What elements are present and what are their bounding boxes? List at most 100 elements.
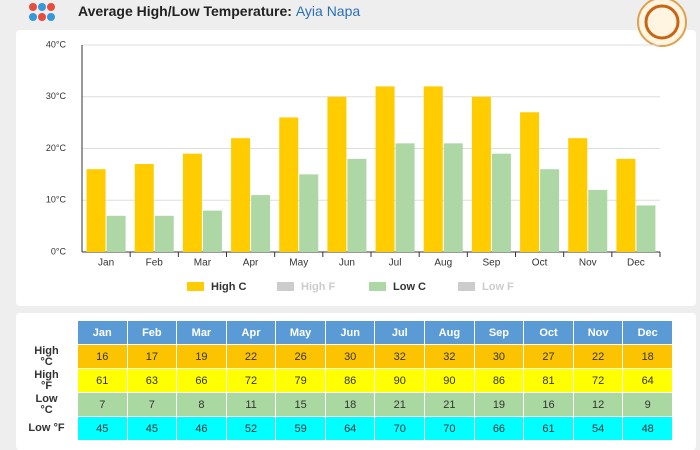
table-cell: 64 — [325, 417, 375, 440]
bar — [231, 138, 251, 252]
bar — [106, 215, 126, 252]
table-cell: 72 — [573, 369, 623, 392]
x-tick-label: Jun — [339, 258, 355, 269]
table-cell: 30 — [325, 345, 375, 368]
chart-title: Average High/Low Temperature: Ayia Napa — [78, 3, 360, 19]
x-tick-label: Jan — [98, 258, 114, 269]
y-tick-label: 30°C — [46, 91, 67, 101]
table-grid: Jan Feb Mar Apr May Jun Jul Aug Sep Oct Nov Dec High… — [16, 321, 672, 440]
bar — [347, 158, 367, 252]
table-cell: 9 — [623, 393, 672, 416]
row-label: High °F — [34, 368, 59, 392]
corner — [16, 321, 77, 344]
table-cell: 18 — [325, 393, 375, 416]
table-cell: 11 — [226, 393, 276, 416]
bar — [395, 143, 415, 252]
x-tick-label: Mar — [194, 258, 212, 269]
table-cell: 63 — [127, 369, 177, 392]
table-cell: 81 — [524, 369, 573, 392]
y-tick-label: 10°C — [46, 195, 67, 205]
x-tick-label: Jul — [389, 258, 402, 269]
bar — [251, 195, 271, 252]
table-cell: 48 — [623, 417, 672, 440]
bar — [471, 96, 491, 252]
table-cell: 52 — [226, 417, 276, 440]
table-cell: 17 — [127, 345, 177, 368]
table-cell: 12 — [573, 393, 623, 416]
x-tick-label: Oct — [532, 258, 548, 269]
bar — [202, 210, 222, 252]
table-cell: 22 — [573, 345, 623, 368]
legend-swatch — [277, 282, 294, 291]
row-label: Low °F — [28, 422, 65, 434]
bar — [182, 153, 202, 252]
table-header: Oct — [524, 321, 573, 344]
row-label: High °C — [34, 344, 59, 368]
bar — [299, 174, 319, 252]
bar — [520, 112, 540, 253]
legend-swatch — [458, 282, 475, 291]
table-cell: 21 — [375, 393, 425, 416]
table-cell: 27 — [524, 345, 573, 368]
legend-label: Low F — [482, 281, 514, 293]
table-header: Jul — [375, 321, 425, 344]
table-cell: 19 — [177, 345, 226, 368]
table-cell: 90 — [375, 369, 425, 392]
bar — [636, 205, 656, 252]
bar — [279, 117, 299, 252]
table-cell: 90 — [425, 369, 474, 392]
x-tick-label: Dec — [627, 258, 645, 269]
y-tick-label: 40°C — [46, 39, 67, 49]
legend-label: Low C — [393, 281, 426, 293]
bar — [616, 158, 636, 252]
bar — [443, 143, 463, 252]
table-cell: 16 — [78, 345, 127, 368]
table-cell: 19 — [474, 393, 524, 416]
y-tick-label: 20°C — [46, 143, 67, 153]
table-cell: 86 — [325, 369, 375, 392]
table-header: Nov — [573, 321, 623, 344]
table-cell: 59 — [276, 417, 325, 440]
table-header: Jun — [325, 321, 375, 344]
bar — [540, 169, 560, 252]
bar — [588, 189, 608, 252]
table-cell: 32 — [375, 345, 425, 368]
table-cell: 72 — [226, 369, 276, 392]
table-header: May — [276, 321, 325, 344]
table-header: Jan — [78, 321, 127, 344]
bar — [154, 215, 174, 252]
table-cell: 86 — [474, 369, 524, 392]
table-header: Dec — [623, 321, 672, 344]
table-cell: 30 — [474, 345, 524, 368]
legend-label: High F — [301, 281, 335, 293]
table-cell: 61 — [78, 369, 127, 392]
legend-swatch — [187, 282, 204, 291]
x-tick-label: Apr — [243, 258, 259, 269]
table-cell: 70 — [375, 417, 425, 440]
table-cell: 61 — [524, 417, 573, 440]
table-cell: 15 — [276, 393, 325, 416]
table-cell: 45 — [78, 417, 127, 440]
title-text: Average High/Low Temperature: — [78, 3, 292, 19]
bar — [568, 138, 588, 252]
bar — [134, 164, 154, 252]
row-label: Low °C — [35, 392, 58, 416]
table-cell: 70 — [425, 417, 474, 440]
table-cell: 7 — [78, 393, 127, 416]
table-cell: 16 — [524, 393, 573, 416]
table-cell: 45 — [127, 417, 177, 440]
table-cell: 66 — [177, 369, 226, 392]
table-cell: 8 — [177, 393, 226, 416]
table-cell: 66 — [474, 417, 524, 440]
table-cell: 54 — [573, 417, 623, 440]
table-header: Apr — [226, 321, 276, 344]
chart: Average High/Low Temperature: Ayia Napa … — [16, 0, 696, 306]
table-cell: 22 — [226, 345, 276, 368]
x-tick-label: Sep — [483, 258, 501, 269]
x-tick-label: May — [289, 258, 308, 269]
table-cell: 7 — [127, 393, 177, 416]
bar — [491, 153, 511, 252]
bar — [327, 96, 347, 252]
location: Ayia Napa — [296, 3, 361, 19]
